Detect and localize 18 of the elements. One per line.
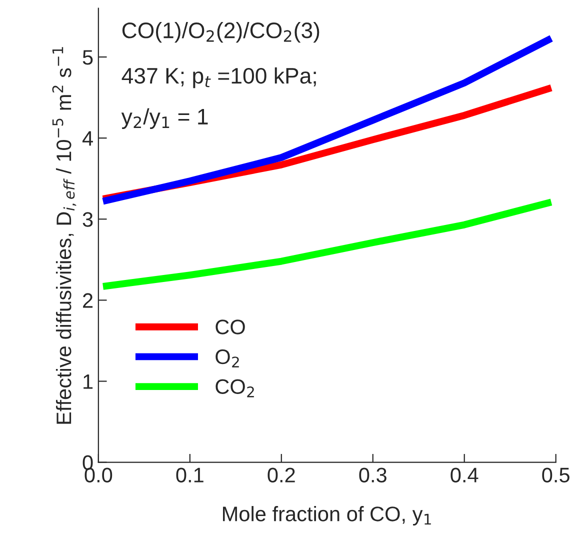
x-tick-label: 0.5 — [542, 468, 570, 482]
y-tick-label: 1 — [84, 374, 93, 389]
legend-label: O$_{2}$ — [216, 349, 239, 368]
x-axis-title: Mole fraction of CO, y$_{1}$ — [223, 506, 431, 526]
y-tick-label: 4 — [82, 131, 93, 146]
x-tick-label: 0.4 — [450, 468, 478, 482]
legend-label: CO$_{2}$ — [216, 379, 254, 398]
x-tick-label: 0.1 — [176, 468, 204, 482]
annotation: y$_{2}$/y$_{1}$ = 1 — [121, 108, 208, 129]
legend-label: CO — [216, 320, 245, 334]
x-tick-label: 0.2 — [268, 468, 295, 482]
y-tick-label: 3 — [82, 212, 93, 227]
annotation: CO(1)/O$_{2}$(2)/CO$_{2}$(3) — [122, 22, 320, 43]
y-axis-title: Effective diffusivities, D$_{i,eff}$ / 10$^{−5}$ m$^{2}$ s$^{−1}$ — [52, 47, 76, 424]
y-tick-label: 2 — [83, 293, 93, 308]
x-tick-label: 0.3 — [359, 468, 386, 482]
annotation: 437 K; p$_{t}$ =100 kPa; — [122, 67, 316, 88]
y-tick-label: 5 — [82, 50, 93, 65]
